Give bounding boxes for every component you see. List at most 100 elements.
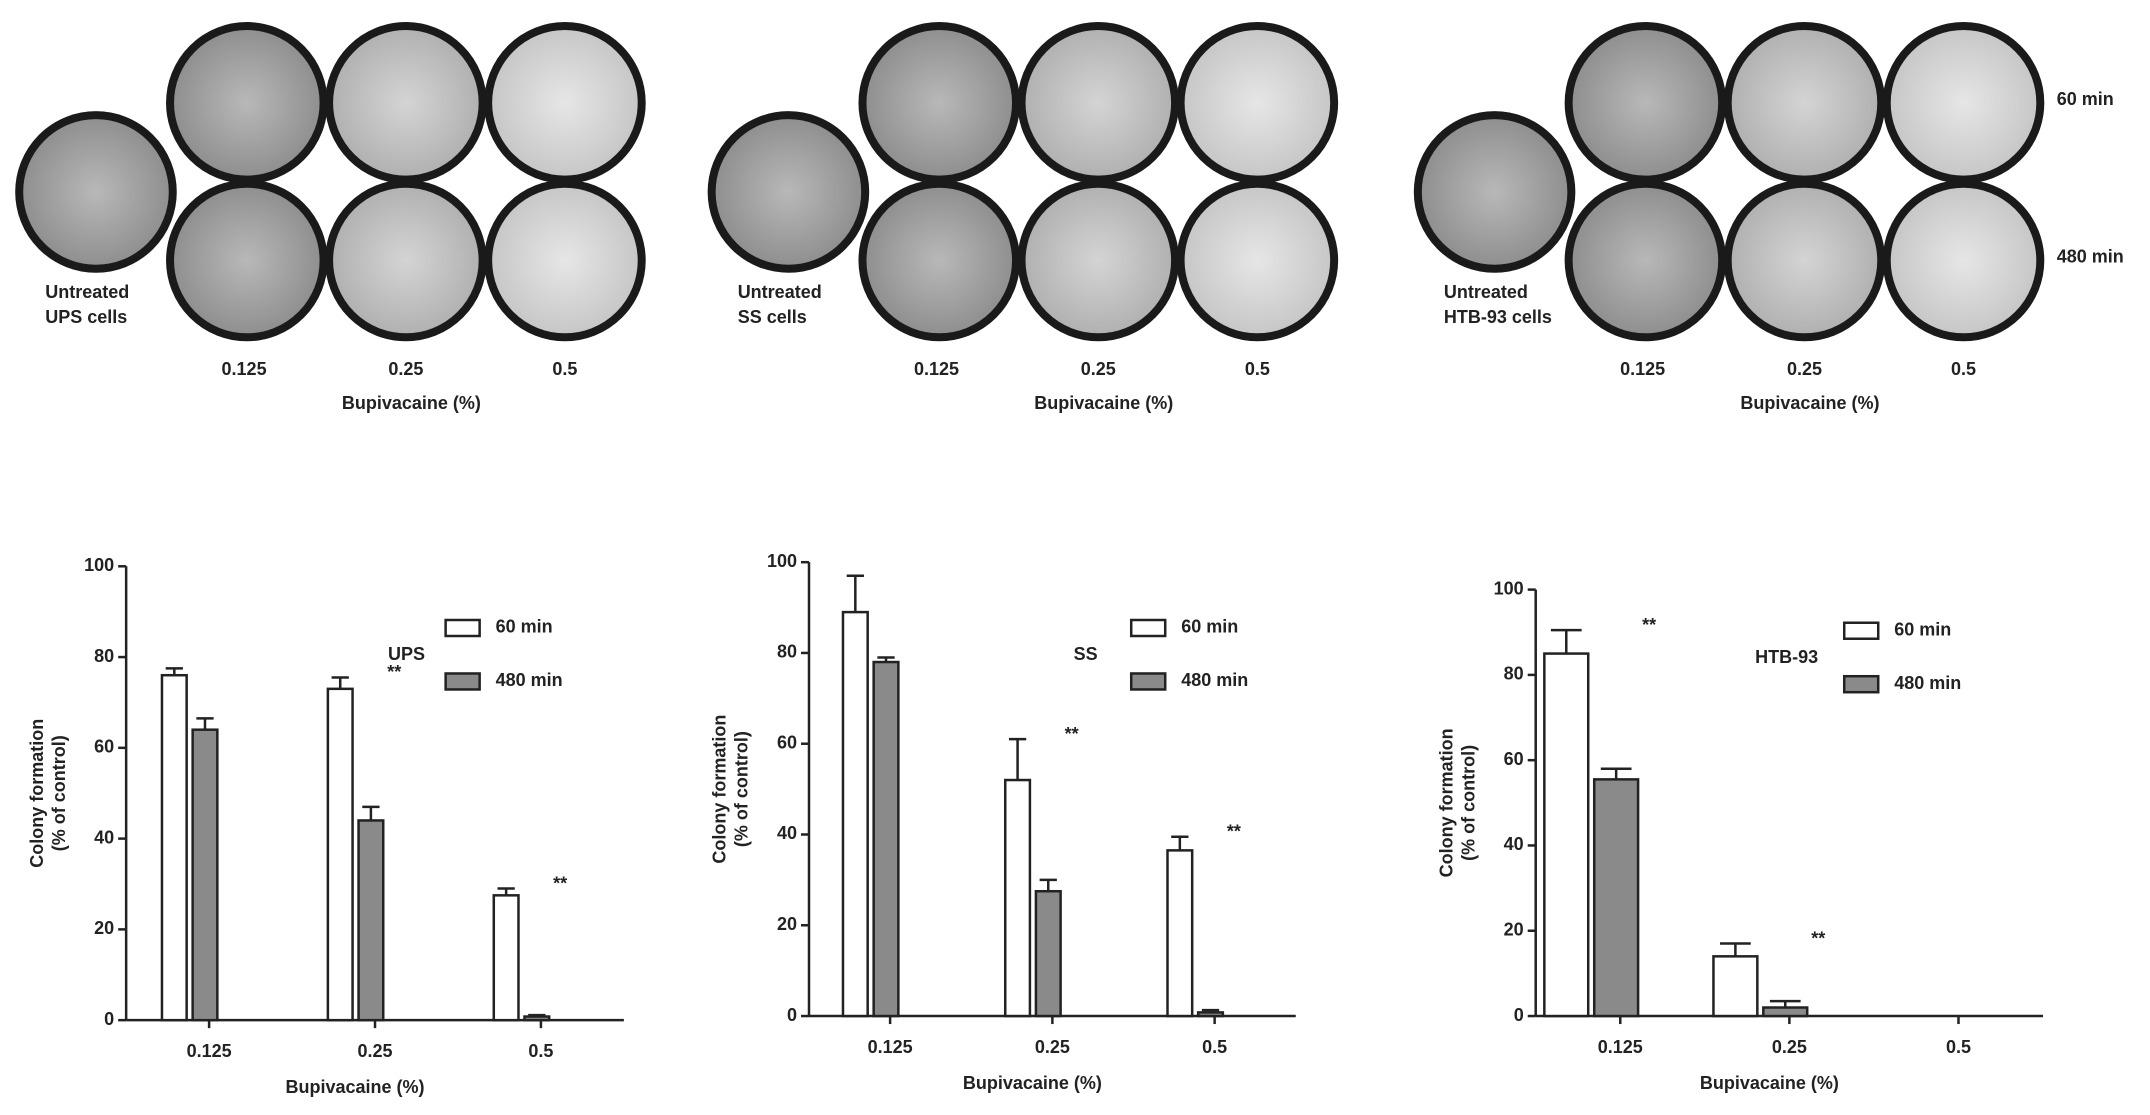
plate: [858, 179, 1021, 342]
x-tick-label: 0.5: [1946, 1037, 1971, 1057]
row-label: 480 min: [2057, 247, 2124, 267]
y-axis-label: Colony formation: [1436, 728, 1456, 877]
bar: [1196, 1011, 1225, 1018]
x-tick-label: 0.125: [868, 1037, 913, 1057]
annotation: **: [1642, 615, 1656, 635]
bar: [872, 660, 900, 1018]
error-bar: [1600, 767, 1632, 780]
annotation: **: [387, 662, 401, 682]
plate-label: Untreated: [45, 282, 129, 302]
error-bar: [1201, 1008, 1220, 1013]
legend-swatch: [444, 618, 481, 638]
plate: [858, 22, 1021, 184]
error-bar: [1769, 999, 1801, 1008]
plate: [166, 179, 328, 342]
x-tick-label: 0.25: [357, 1041, 392, 1061]
y-tick-label: 40: [94, 827, 114, 847]
y-axis-label: Colony formation: [710, 715, 730, 864]
error-bar: [331, 676, 349, 689]
bar: [1166, 849, 1194, 1018]
error-bar: [1550, 628, 1582, 654]
plate: [484, 179, 646, 342]
legend-swatch: [1842, 674, 1880, 694]
plate: [325, 22, 487, 184]
plate: [1882, 22, 2045, 184]
bar: [492, 894, 520, 1022]
plate: [1176, 179, 1339, 342]
annotation: **: [1065, 724, 1079, 744]
x-axis-label: Bupivacaine (%): [963, 1073, 1102, 1093]
plate-label: UPS cells: [45, 307, 127, 327]
plate-label: HTB-93 cells: [1444, 307, 1552, 327]
y-tick-label: 60: [94, 737, 114, 757]
plate: [1017, 179, 1180, 342]
x-tick-label: 0.125: [187, 1041, 232, 1061]
y-tick-label: 0: [1514, 1005, 1524, 1025]
y-tick-label: 80: [94, 646, 114, 666]
plate-label: Untreated: [738, 282, 822, 302]
legend-swatch: [444, 672, 481, 691]
plate: [1413, 111, 1576, 273]
chart-label: UPS: [388, 644, 425, 664]
x-axis-label: Bupivacaine (%): [285, 1077, 424, 1097]
error-bar: [1008, 737, 1027, 781]
y-tick-label: 100: [1494, 578, 1524, 598]
chart-label: SS: [1074, 644, 1098, 664]
annotation: **: [553, 873, 567, 893]
y-tick-label: 20: [94, 918, 114, 938]
y-axis-label: Colony formation: [27, 719, 47, 868]
legend-swatch: [1129, 618, 1167, 638]
bar: [523, 1015, 551, 1022]
error-bar: [1171, 835, 1189, 851]
bar: [357, 819, 385, 1022]
legend-swatch: [1129, 672, 1167, 691]
plate-label: Untreated: [1444, 282, 1528, 302]
plate: [166, 22, 328, 184]
annotation: **: [1227, 822, 1241, 842]
error-bar: [528, 1013, 546, 1017]
y-tick-label: 0: [104, 1009, 114, 1029]
x-tick-label: 0.25: [1035, 1037, 1070, 1057]
dose-label: 0.5: [552, 359, 577, 379]
plate: [707, 111, 870, 273]
plate-xlabel: Bupivacaine (%): [1740, 393, 1879, 413]
bar: [1034, 889, 1062, 1018]
bar: [160, 673, 188, 1022]
plate: [1723, 22, 1886, 184]
dose-label: 0.5: [1951, 359, 1976, 379]
bar: [1003, 778, 1032, 1018]
plate: [1882, 179, 2045, 342]
y-tick-label: 40: [1504, 834, 1524, 854]
dose-label: 0.5: [1245, 359, 1270, 379]
y-tick-label: 60: [777, 732, 797, 752]
annotation: **: [1811, 928, 1825, 948]
plate: [1176, 22, 1339, 184]
y-axis-label: (% of control): [49, 735, 69, 851]
plate: [1564, 179, 1727, 342]
y-axis-label: (% of control): [732, 731, 752, 847]
plate: [1723, 179, 1886, 342]
y-tick-label: 20: [777, 914, 797, 934]
dose-label: 0.25: [1081, 359, 1116, 379]
plate-label: SS cells: [738, 307, 807, 327]
bar: [841, 610, 869, 1018]
y-tick-label: 20: [1504, 920, 1524, 940]
bar: [326, 687, 354, 1022]
legend-label: 480 min: [496, 670, 563, 690]
error-bar: [362, 805, 380, 821]
legend-swatch: [1842, 621, 1880, 640]
x-tick-label: 0.5: [528, 1041, 553, 1061]
dose-label: 0.25: [388, 359, 423, 379]
bar: [1712, 955, 1759, 1018]
legend-label: 60 min: [496, 617, 553, 637]
plate: [1564, 22, 1727, 184]
bar: [191, 728, 219, 1022]
chart-label: HTB-93: [1755, 647, 1818, 667]
dose-label: 0.25: [1787, 359, 1822, 379]
y-tick-label: 60: [1504, 749, 1524, 769]
y-axis-label: (% of control): [1458, 745, 1478, 861]
plate: [325, 179, 487, 342]
y-tick-label: 80: [1504, 664, 1524, 684]
bar: [1762, 1006, 1809, 1018]
